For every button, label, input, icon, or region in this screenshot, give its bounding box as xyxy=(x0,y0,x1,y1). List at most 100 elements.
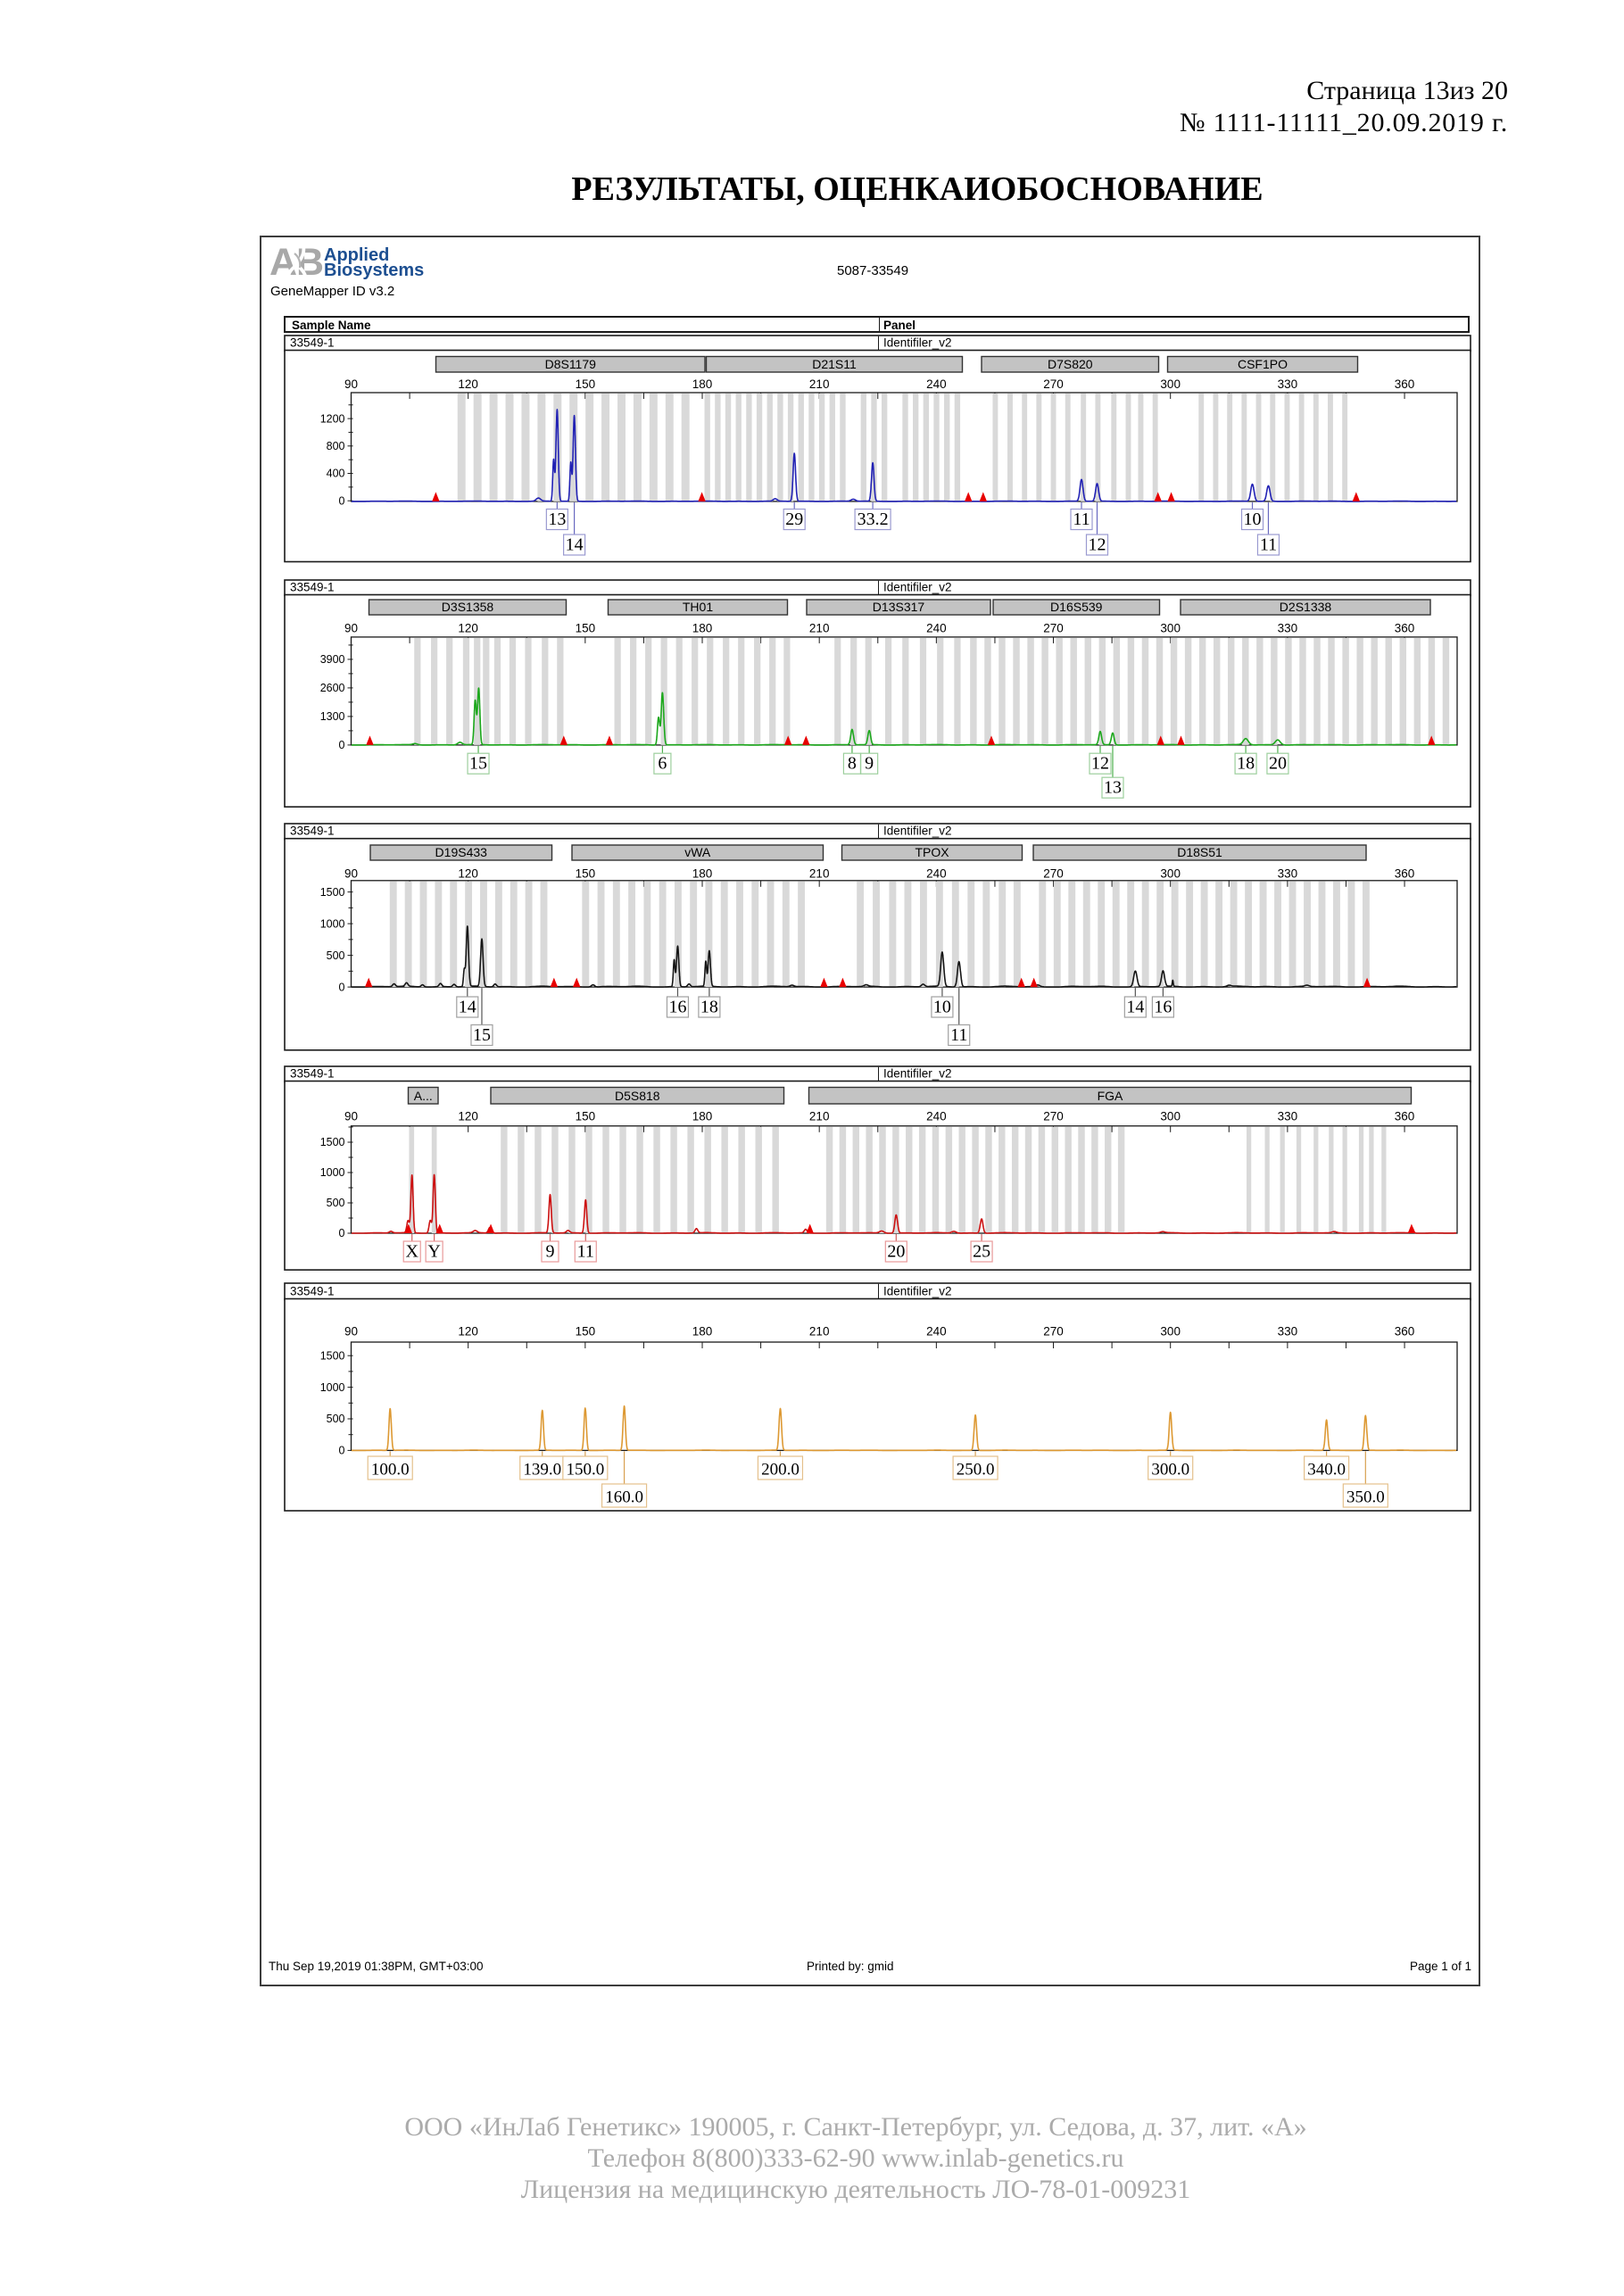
svg-text:400: 400 xyxy=(327,467,345,479)
svg-text:330: 330 xyxy=(1278,621,1298,634)
svg-text:240: 240 xyxy=(926,1325,947,1339)
svg-text:TH01: TH01 xyxy=(683,600,713,614)
svg-text:X: X xyxy=(405,1241,418,1261)
svg-text:210: 210 xyxy=(809,1109,830,1123)
svg-text:33549-1: 33549-1 xyxy=(290,1284,335,1297)
svg-text:360: 360 xyxy=(1395,1109,1415,1123)
svg-text:0: 0 xyxy=(339,494,345,507)
svg-text:240: 240 xyxy=(926,1109,947,1123)
svg-text:300: 300 xyxy=(1160,867,1181,881)
svg-text:11: 11 xyxy=(950,1025,967,1045)
svg-text:500: 500 xyxy=(327,1197,345,1209)
svg-text:90: 90 xyxy=(344,1325,358,1339)
svg-text:1200: 1200 xyxy=(320,412,345,425)
svg-text:11: 11 xyxy=(577,1241,594,1261)
svg-text:1300: 1300 xyxy=(320,710,345,723)
svg-text:90: 90 xyxy=(344,377,358,391)
svg-text:360: 360 xyxy=(1395,1325,1415,1339)
svg-text:vWA: vWA xyxy=(684,845,711,859)
svg-text:D21S11: D21S11 xyxy=(812,357,857,371)
svg-text:25: 25 xyxy=(973,1241,990,1261)
svg-text:Identifiler_v2: Identifiler_v2 xyxy=(883,580,952,593)
svg-text:D5S818: D5S818 xyxy=(615,1089,660,1103)
svg-text:500: 500 xyxy=(327,949,345,962)
svg-text:120: 120 xyxy=(458,1325,478,1339)
svg-text:330: 330 xyxy=(1278,867,1298,881)
svg-text:150: 150 xyxy=(576,1325,596,1339)
svg-text:D18S51: D18S51 xyxy=(1177,845,1222,859)
svg-text:139.0: 139.0 xyxy=(523,1461,561,1480)
svg-text:120: 120 xyxy=(458,1109,478,1123)
svg-text:1500: 1500 xyxy=(320,1136,345,1148)
svg-text:1000: 1000 xyxy=(320,1166,345,1179)
svg-text:D8S1179: D8S1179 xyxy=(545,357,597,371)
svg-text:180: 180 xyxy=(692,377,713,391)
svg-text:10: 10 xyxy=(1244,510,1262,529)
svg-text:200.0: 200.0 xyxy=(761,1461,800,1480)
svg-text:180: 180 xyxy=(692,1109,713,1123)
svg-text:0: 0 xyxy=(339,1445,345,1457)
svg-text:180: 180 xyxy=(692,1325,713,1339)
svg-text:90: 90 xyxy=(344,1109,358,1123)
svg-text:Identifiler_v2: Identifiler_v2 xyxy=(883,1066,952,1080)
svg-text:330: 330 xyxy=(1278,1109,1298,1123)
svg-text:120: 120 xyxy=(458,621,478,634)
svg-text:180: 180 xyxy=(692,867,713,881)
svg-text:9: 9 xyxy=(865,753,874,773)
svg-text:D19S433: D19S433 xyxy=(435,845,488,859)
svg-text:33549-1: 33549-1 xyxy=(290,580,335,593)
svg-text:11: 11 xyxy=(1073,510,1090,529)
svg-text:120: 120 xyxy=(458,377,478,391)
svg-text:150: 150 xyxy=(576,377,596,391)
svg-text:18: 18 xyxy=(700,998,718,1017)
svg-text:240: 240 xyxy=(926,867,947,881)
svg-text:33.2: 33.2 xyxy=(858,510,889,529)
svg-text:270: 270 xyxy=(1043,1109,1064,1123)
svg-text:240: 240 xyxy=(926,377,947,391)
svg-text:11: 11 xyxy=(1260,535,1277,554)
svg-text:14: 14 xyxy=(566,535,584,554)
svg-text:1000: 1000 xyxy=(320,1381,345,1394)
svg-text:D2S1338: D2S1338 xyxy=(1280,600,1332,614)
svg-text:16: 16 xyxy=(1154,998,1172,1017)
svg-text:33549-1: 33549-1 xyxy=(290,825,335,838)
svg-text:160.0: 160.0 xyxy=(605,1488,643,1507)
svg-text:15: 15 xyxy=(473,1025,491,1045)
svg-text:330: 330 xyxy=(1278,1325,1298,1339)
svg-text:180: 180 xyxy=(692,621,713,634)
svg-text:6: 6 xyxy=(658,753,667,773)
svg-text:1500: 1500 xyxy=(320,886,345,899)
svg-text:TPOX: TPOX xyxy=(915,845,949,859)
svg-text:20: 20 xyxy=(1269,753,1287,773)
svg-text:330: 330 xyxy=(1278,377,1298,391)
svg-text:0: 0 xyxy=(339,1227,345,1239)
svg-text:250.0: 250.0 xyxy=(957,1461,995,1480)
svg-text:2600: 2600 xyxy=(320,682,345,694)
svg-text:FGA: FGA xyxy=(1098,1089,1123,1103)
svg-text:360: 360 xyxy=(1395,377,1415,391)
svg-text:270: 270 xyxy=(1043,377,1064,391)
svg-text:270: 270 xyxy=(1043,867,1064,881)
svg-text:8: 8 xyxy=(848,753,857,773)
svg-text:90: 90 xyxy=(344,621,358,634)
svg-text:D13S317: D13S317 xyxy=(873,600,925,614)
svg-text:360: 360 xyxy=(1395,621,1415,634)
svg-text:150.0: 150.0 xyxy=(566,1461,604,1480)
svg-text:90: 90 xyxy=(344,867,358,881)
svg-text:150: 150 xyxy=(576,867,596,881)
svg-text:A...: A... xyxy=(414,1089,433,1103)
svg-text:150: 150 xyxy=(576,1109,596,1123)
svg-text:150: 150 xyxy=(576,621,596,634)
svg-text:Y: Y xyxy=(427,1241,440,1261)
svg-text:240: 240 xyxy=(926,621,947,634)
svg-text:D3S1358: D3S1358 xyxy=(442,600,494,614)
svg-text:340.0: 340.0 xyxy=(1307,1461,1346,1480)
svg-text:270: 270 xyxy=(1043,1325,1064,1339)
svg-text:300: 300 xyxy=(1160,1109,1181,1123)
svg-text:13: 13 xyxy=(1104,777,1122,797)
svg-text:15: 15 xyxy=(469,753,487,773)
svg-text:0: 0 xyxy=(339,739,345,751)
svg-text:Applied: Applied xyxy=(324,245,389,265)
svg-text:10: 10 xyxy=(933,998,951,1017)
svg-text:210: 210 xyxy=(809,867,830,881)
